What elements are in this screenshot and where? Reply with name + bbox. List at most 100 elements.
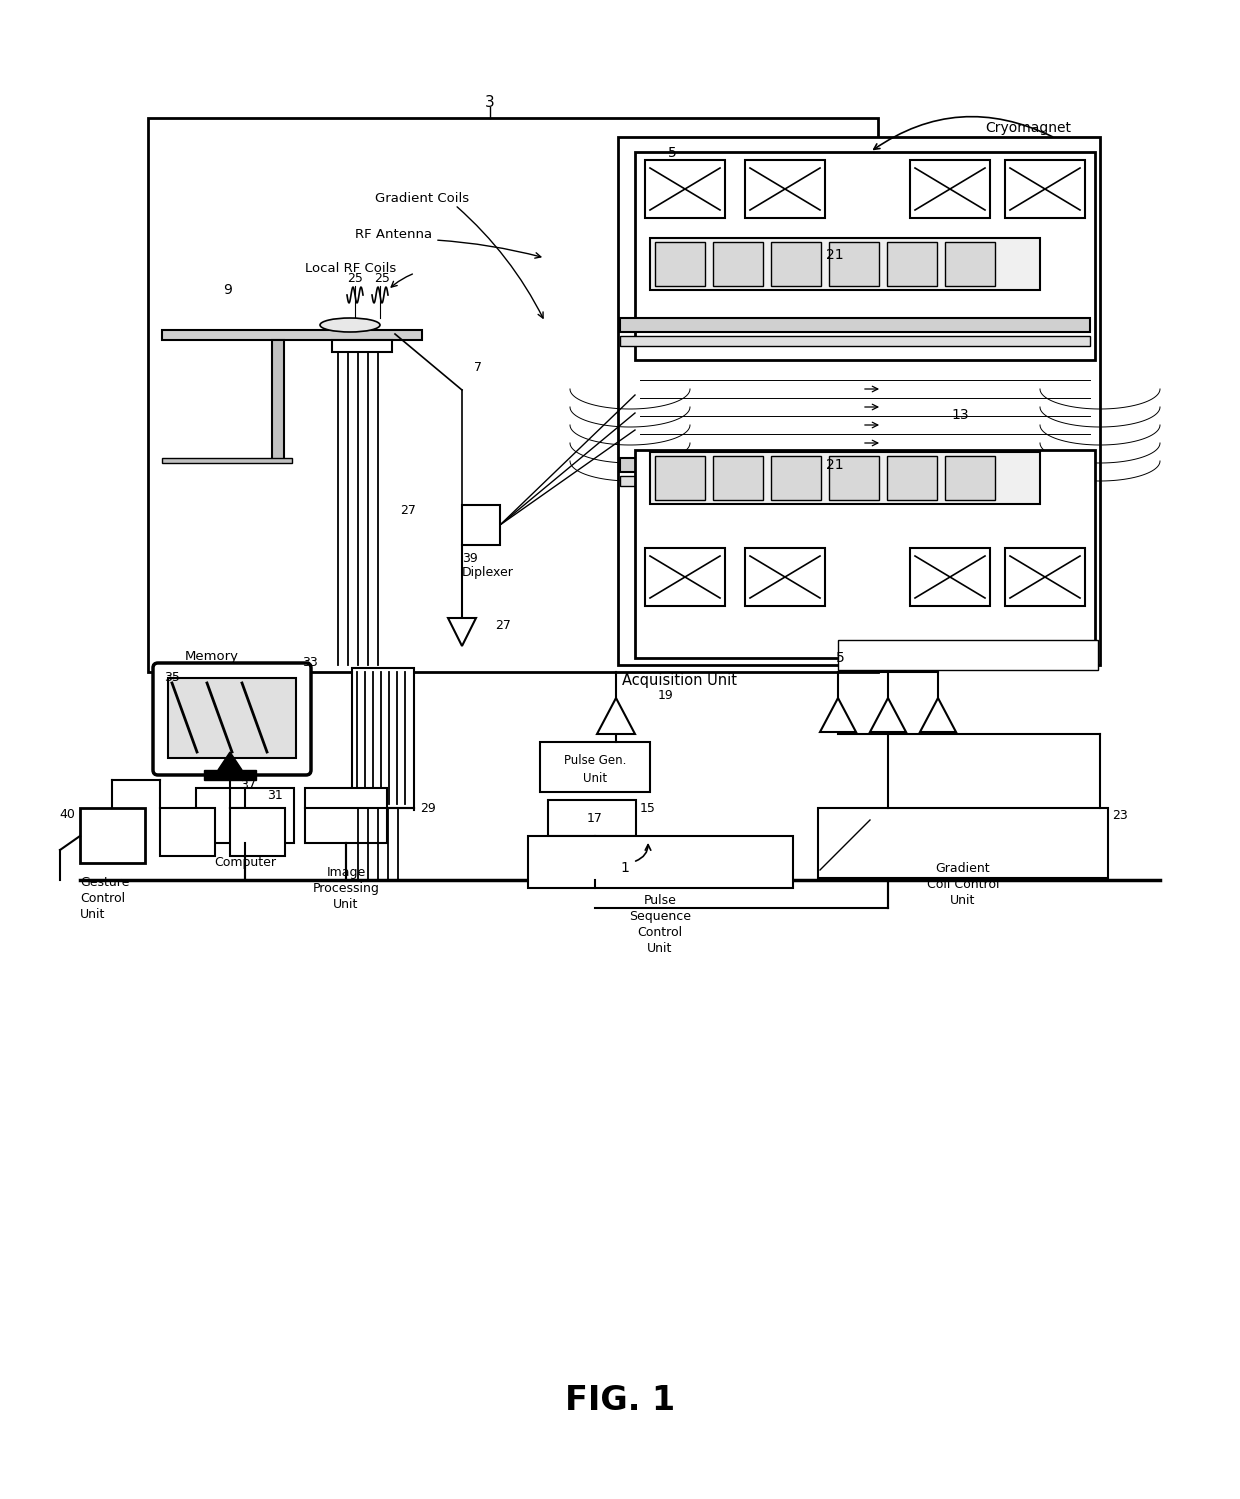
- Bar: [548, 800, 636, 836]
- Text: Processing: Processing: [312, 881, 379, 895]
- Text: 21: 21: [826, 247, 843, 262]
- Text: 19: 19: [658, 688, 673, 702]
- Bar: [910, 160, 990, 217]
- Bar: [645, 549, 725, 606]
- Polygon shape: [596, 699, 635, 735]
- Text: 27: 27: [401, 504, 415, 517]
- Bar: [713, 241, 763, 286]
- Bar: [887, 456, 937, 501]
- Polygon shape: [448, 618, 476, 646]
- Bar: [945, 456, 994, 501]
- Bar: [528, 836, 794, 887]
- Bar: [539, 742, 650, 791]
- Text: 5: 5: [667, 145, 676, 160]
- Text: 35: 35: [164, 670, 180, 684]
- Bar: [945, 241, 994, 286]
- Bar: [305, 788, 387, 842]
- Bar: [771, 456, 821, 501]
- Bar: [272, 340, 284, 460]
- Bar: [620, 477, 1090, 486]
- Bar: [645, 160, 725, 217]
- Text: 39: 39: [463, 552, 477, 565]
- Bar: [745, 549, 825, 606]
- Text: Acquisition Unit: Acquisition Unit: [622, 673, 738, 688]
- Bar: [818, 808, 1109, 878]
- Bar: [650, 453, 1040, 504]
- Text: Sequence: Sequence: [629, 910, 691, 922]
- Bar: [655, 241, 706, 286]
- Text: 1: 1: [620, 860, 630, 875]
- Bar: [167, 678, 296, 758]
- Polygon shape: [920, 699, 956, 732]
- Text: Diplexer: Diplexer: [463, 565, 513, 579]
- Bar: [830, 241, 879, 286]
- Ellipse shape: [320, 318, 379, 331]
- Bar: [1004, 160, 1085, 217]
- Bar: [655, 456, 706, 501]
- Text: 25: 25: [374, 271, 389, 285]
- Bar: [332, 340, 392, 352]
- Bar: [620, 336, 1090, 346]
- Bar: [620, 318, 1090, 331]
- Bar: [1004, 549, 1085, 606]
- Bar: [160, 808, 215, 856]
- Bar: [887, 241, 937, 286]
- Bar: [713, 456, 763, 501]
- Text: Unit: Unit: [647, 941, 672, 955]
- Bar: [620, 459, 1090, 472]
- Bar: [910, 549, 990, 606]
- Bar: [205, 770, 255, 779]
- Text: Gesture: Gesture: [81, 875, 129, 889]
- Text: 27: 27: [495, 619, 511, 631]
- Text: 21: 21: [826, 459, 843, 472]
- Text: Image: Image: [326, 865, 366, 878]
- Text: Unit: Unit: [950, 893, 976, 907]
- Text: 23: 23: [1112, 808, 1127, 821]
- Bar: [618, 136, 1100, 666]
- Bar: [771, 241, 821, 286]
- Text: Gradient Coils: Gradient Coils: [374, 192, 469, 204]
- Bar: [162, 459, 291, 463]
- Bar: [838, 640, 1097, 670]
- Text: Control: Control: [637, 925, 682, 938]
- Text: Control: Control: [81, 892, 125, 904]
- Bar: [162, 330, 422, 340]
- Text: Unit: Unit: [583, 772, 608, 784]
- Bar: [650, 238, 1040, 289]
- Text: Local RF Coils: Local RF Coils: [305, 261, 397, 274]
- Text: 40: 40: [60, 808, 74, 820]
- Bar: [635, 151, 1095, 360]
- Bar: [148, 118, 878, 672]
- Text: 9: 9: [223, 283, 232, 297]
- Text: Memory: Memory: [185, 649, 239, 663]
- Bar: [81, 808, 145, 863]
- Text: 17: 17: [587, 811, 603, 824]
- Polygon shape: [820, 699, 856, 732]
- Bar: [229, 808, 285, 856]
- Text: 37: 37: [241, 778, 255, 791]
- Text: 33: 33: [303, 655, 317, 669]
- Text: Pulse: Pulse: [644, 893, 677, 907]
- Text: 5: 5: [836, 651, 844, 666]
- Text: Pulse Gen.: Pulse Gen.: [564, 754, 626, 766]
- FancyBboxPatch shape: [153, 663, 311, 775]
- Text: Unit: Unit: [81, 907, 105, 920]
- Bar: [196, 788, 294, 842]
- Text: 29: 29: [420, 802, 435, 814]
- Text: 7: 7: [474, 360, 482, 373]
- Text: 25: 25: [347, 271, 363, 285]
- Text: 31: 31: [267, 788, 283, 802]
- Bar: [830, 456, 879, 501]
- Bar: [635, 450, 1095, 658]
- Text: 15: 15: [640, 802, 656, 814]
- Bar: [745, 160, 825, 217]
- Text: FIG. 1: FIG. 1: [565, 1384, 675, 1417]
- Text: 13: 13: [951, 408, 968, 423]
- Text: 3: 3: [485, 94, 495, 109]
- Text: Unit: Unit: [334, 898, 358, 910]
- Text: Cryomagnet: Cryomagnet: [985, 121, 1071, 135]
- Text: Gradient: Gradient: [936, 862, 991, 874]
- Polygon shape: [870, 699, 906, 732]
- Text: Computer: Computer: [215, 856, 277, 868]
- Text: Coil Control: Coil Control: [926, 877, 999, 890]
